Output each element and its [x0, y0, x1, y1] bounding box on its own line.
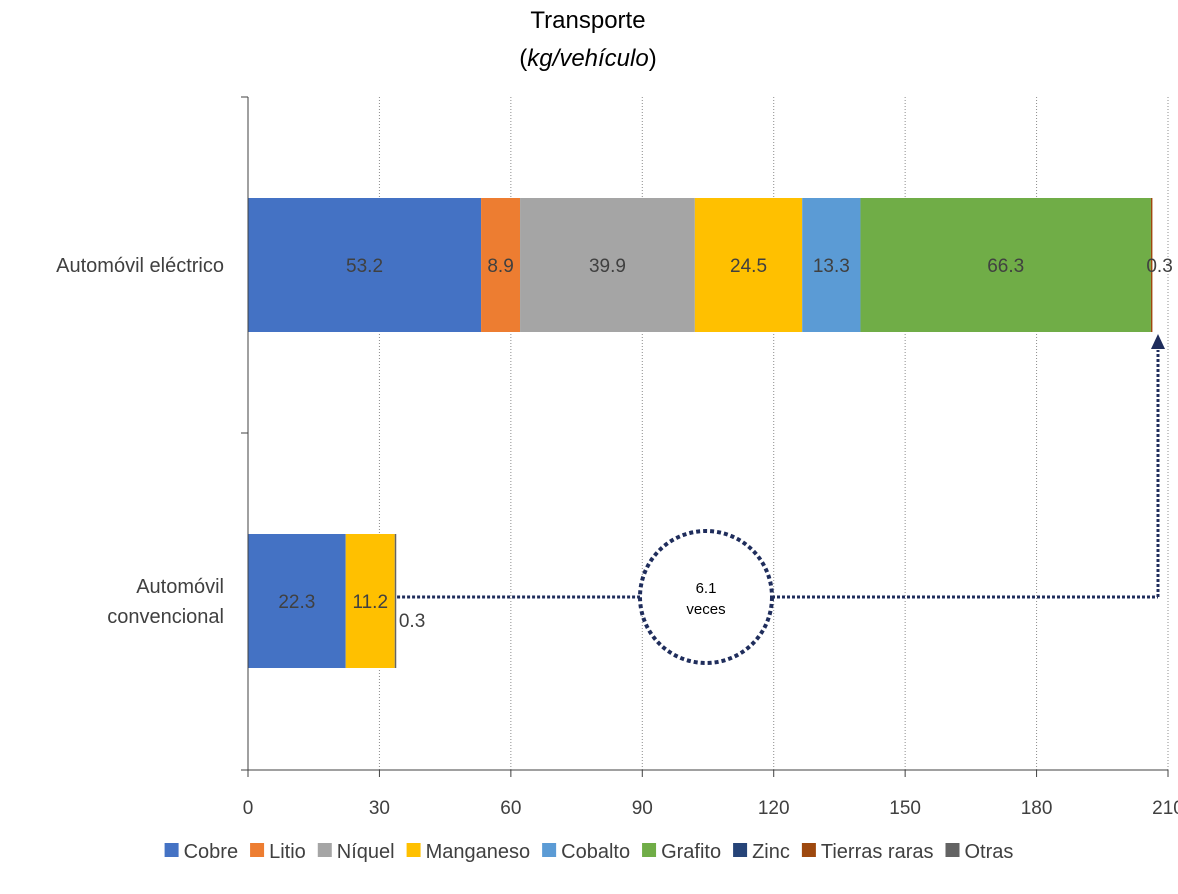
bar-automovil-electrico-niquel — [520, 198, 695, 332]
annotation-arrowhead — [1151, 334, 1165, 349]
data-label-automovil-convencional-cobre: 22.3 — [278, 592, 315, 613]
chart-subtitle: (kg/vehículo) — [519, 45, 656, 72]
bar-automovil-electrico-cobalto — [802, 198, 861, 332]
legend: Cobre Litio Níquel Manganeso Cobalto Grafito Z… — [164, 841, 1014, 863]
legend-label: Litio — [269, 841, 306, 863]
annotation-text: veces — [686, 601, 725, 618]
data-label-automovil-electrico-manganeso: 24.5 — [730, 256, 767, 277]
legend-label: Zinc — [752, 841, 790, 863]
x-tick-label: 180 — [1021, 798, 1053, 819]
data-labels: 53.2 8.9 39.9 24.5 13.3 66.3 0.3 22.3 11.2 0.3 — [278, 256, 1172, 632]
legend-item-manganeso: Manganeso — [406, 841, 531, 863]
bar-automovil-convencional-cobre — [248, 534, 346, 668]
category-label-automovil-convencional: Automóvil — [136, 576, 224, 598]
legend-label: Cobre — [184, 841, 238, 863]
bar-automovil-convencional-manganeso — [345, 534, 395, 668]
legend-item-grafito: Grafito — [642, 841, 721, 863]
legend-item-niquel: Níquel — [317, 841, 395, 863]
x-tick-label: 210 — [1152, 798, 1178, 819]
legend-item-litio: Litio — [250, 841, 306, 863]
data-label-automovil-electrico-grafito: 66.3 — [987, 256, 1024, 277]
data-label-automovil-electrico-tierras-raras: 0.3 — [1146, 256, 1172, 277]
legend-swatch — [733, 843, 748, 857]
data-label-automovil-electrico-niquel: 39.9 — [589, 256, 626, 277]
legend-item-cobalto: Cobalto — [542, 841, 630, 863]
x-tick-label: 60 — [500, 798, 521, 819]
annotation-text: 6.1 — [696, 580, 717, 597]
legend-label: Manganeso — [426, 841, 531, 863]
x-tick-label: 90 — [632, 798, 653, 819]
category-label-automovil-convencional: convencional — [107, 606, 224, 628]
chart-title: Transporte — [530, 7, 645, 34]
bars — [248, 198, 1153, 668]
legend-swatch — [945, 843, 960, 857]
annotation-circle — [638, 529, 774, 665]
legend-label: Grafito — [661, 841, 721, 863]
category-label-automovil-electrico: Automóvil eléctrico — [56, 255, 224, 277]
legend-label: Tierras raras — [821, 841, 934, 863]
legend-item-zinc: Zinc — [733, 841, 790, 863]
legend-item-cobre: Cobre — [164, 841, 238, 863]
data-label-automovil-electrico-cobre: 53.2 — [346, 256, 383, 277]
x-tick-label: 30 — [369, 798, 390, 819]
legend-label: Otras — [965, 841, 1014, 863]
comparison-annotation: 6.1 veces — [397, 334, 1165, 665]
legend-swatch — [406, 843, 421, 857]
gridlines — [378, 97, 1169, 770]
x-tick-label: 150 — [889, 798, 921, 819]
data-label-automovil-convencional-manganeso: 11.2 — [352, 592, 388, 613]
bar-automovil-electrico-manganeso — [694, 198, 803, 332]
legend-swatch — [250, 843, 265, 857]
bar-automovil-electrico-grafito — [860, 198, 1151, 332]
bar-automovil-electrico-cobre — [248, 198, 482, 332]
data-label-automovil-electrico-litio: 8.9 — [487, 256, 513, 277]
bar-automovil-convencional-otras — [394, 534, 397, 668]
bar-automovil-electrico-litio — [481, 198, 521, 332]
x-tick-label: 0 — [243, 798, 254, 819]
legend-label: Cobalto — [561, 841, 630, 863]
legend-swatch — [317, 843, 332, 857]
data-label-automovil-convencional-otras: 0.3 — [399, 611, 425, 632]
x-tick-label: 120 — [758, 798, 790, 819]
bar-automovil-electrico-tierras-raras — [1150, 198, 1153, 332]
legend-swatch — [164, 843, 179, 857]
legend-swatch — [542, 843, 557, 857]
legend-swatch — [642, 843, 657, 857]
legend-swatch — [801, 843, 816, 857]
legend-label: Níquel — [337, 841, 395, 863]
data-label-automovil-electrico-cobalto: 13.3 — [813, 256, 850, 277]
legend-item-otras: Otras — [945, 841, 1014, 863]
axes: Automóvil eléctrico Automóvil convencional… — [56, 96, 1178, 819]
legend-item-tierras-raras: Tierras raras — [801, 841, 934, 863]
